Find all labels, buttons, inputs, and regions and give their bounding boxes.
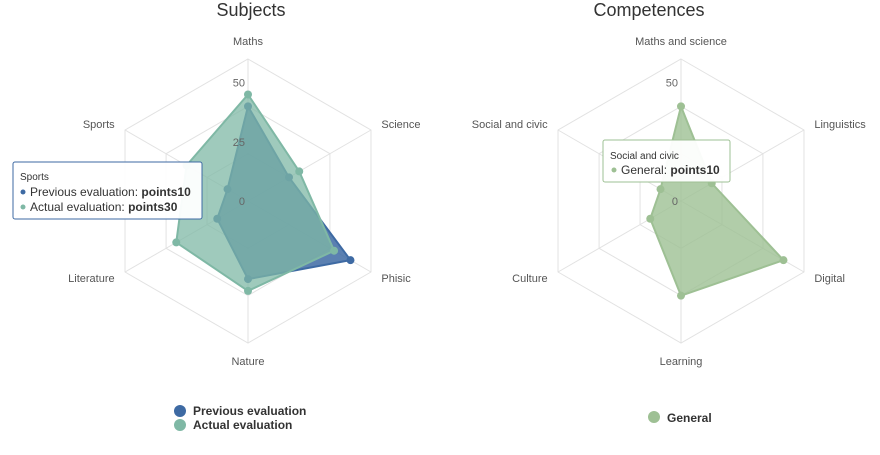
tooltip-row-label: Actual evaluation: [30,200,128,214]
radar-axis-labels: Maths and science Linguistics Digital Learn… [472,36,866,368]
data-point[interactable] [330,246,339,255]
axis-label: Phisic [381,273,411,285]
tick-label: 0 [672,196,678,208]
legend-item-previous[interactable]: Previous evaluation [174,404,306,418]
tooltip-header: Sports [20,172,49,183]
axis-label: Digital [814,273,845,285]
radar-ticks: 0 25 50 [233,78,245,208]
legend-marker [648,411,660,423]
legend-label: Previous evaluation [193,404,306,418]
tick-label: 0 [239,196,245,208]
tooltip-row-label: Previous evaluation: [30,185,141,199]
axis-label: Literature [68,273,114,285]
axis-label: Science [381,119,420,131]
tooltip-row-value: points10 [670,163,720,177]
chart-legend: Previous evaluation Actual evaluation [174,404,306,432]
tooltip-marker [611,167,617,173]
legend-item-general[interactable]: General [648,411,712,425]
tick-label: 25 [233,137,245,149]
tooltip-row: General: points10 [621,163,720,177]
tick-label: 50 [233,78,245,90]
legend-marker [174,405,186,417]
data-point[interactable] [295,167,304,176]
chart-legend: General [648,411,712,425]
tooltip-marker [20,204,26,210]
radar-series[interactable] [646,102,788,300]
data-point[interactable] [677,291,685,300]
data-point[interactable] [646,214,655,223]
data-point[interactable] [244,90,252,99]
tooltip-box [12,161,203,220]
data-point[interactable] [656,185,665,194]
radar-axis-labels: Maths Science Phisic Nature Literature Sports [68,36,420,368]
axis-label: Sports [83,119,115,131]
legend-marker [174,419,186,431]
data-point[interactable] [779,256,788,265]
tooltip-row-label: General: [621,163,670,177]
tooltip-row: Previous evaluation: points10 [30,185,191,199]
axis-label: Culture [512,273,547,285]
chart-title: Competences [593,0,704,20]
tick-label: 50 [666,78,678,90]
tooltip-row: Actual evaluation: points30 [30,200,178,214]
data-point[interactable] [172,238,181,247]
axis-label: Maths and science [635,36,727,48]
legend-label: Actual evaluation [193,418,292,432]
chart-tooltip: Social and civic General: points10 [602,139,731,183]
tooltip-marker [20,189,26,195]
axis-label: Social and civic [472,119,548,131]
axis-label: Linguistics [814,119,866,131]
data-point[interactable] [346,256,355,265]
competences-chart: Competences 0 50 Maths and science Linguis… [472,0,866,425]
chart-title: Subjects [216,0,285,20]
legend-label: General [667,411,712,425]
tooltip-row-value: points30 [128,200,178,214]
radar-series[interactable] [172,90,355,295]
series-area[interactable] [649,105,785,297]
axis-label: Nature [231,356,264,368]
chart-tooltip: Sports Previous evaluation: points10 Act… [12,161,203,220]
subjects-chart: Subjects 0 25 50 Maths Science Phisic Nature L… [12,0,421,432]
tooltip-row-value: points10 [141,185,191,199]
axis-label: Maths [233,36,263,48]
tooltip-header: Social and civic [610,151,679,162]
tooltip-box [602,139,731,183]
axis-label: Learning [660,356,703,368]
data-point[interactable] [244,286,252,295]
radar-ticks: 0 50 [666,78,678,208]
legend-item-actual[interactable]: Actual evaluation [174,418,292,432]
data-point[interactable] [677,102,685,111]
